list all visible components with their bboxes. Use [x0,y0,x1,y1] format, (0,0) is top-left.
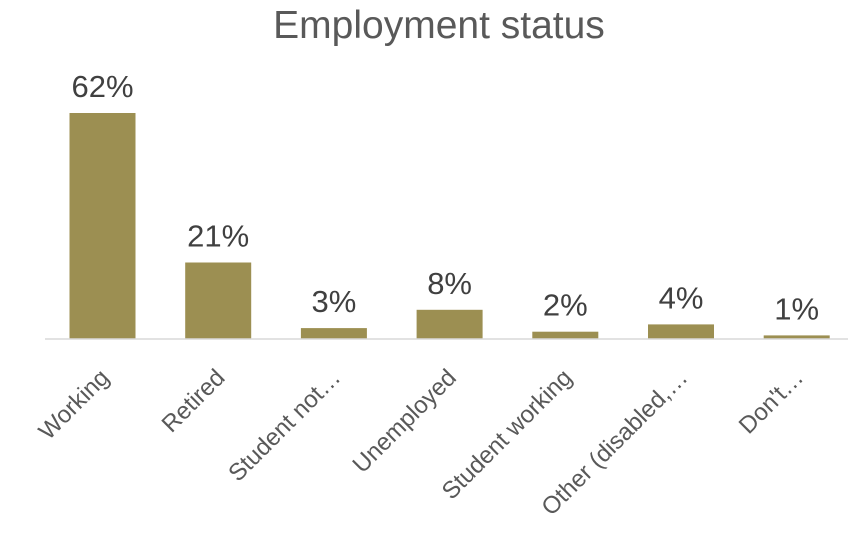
data-labels-layer: 62% 21% 3% 8% 2% 4% 1% [71,69,819,326]
bar [300,328,367,339]
data-label: 62% [71,69,133,104]
bar [416,309,483,339]
x-tick-label: Unemployed [347,364,461,478]
bar [185,262,252,339]
data-label: 2% [543,288,588,323]
bar [532,331,599,339]
bar [763,335,830,339]
x-tick-label: Working [34,364,115,445]
x-tick-label: Student not… [223,364,346,487]
data-label: 4% [659,280,704,315]
data-label: 21% [187,219,249,254]
x-tick-label: Don't… [734,364,809,439]
bar [69,113,136,339]
bars-layer [69,113,830,339]
bar [648,324,714,339]
x-tick-label: Retired [157,364,231,438]
chart-title: Employment status [273,4,605,47]
data-label: 1% [774,291,819,326]
data-label: 3% [311,284,356,319]
data-label: 8% [427,266,472,301]
